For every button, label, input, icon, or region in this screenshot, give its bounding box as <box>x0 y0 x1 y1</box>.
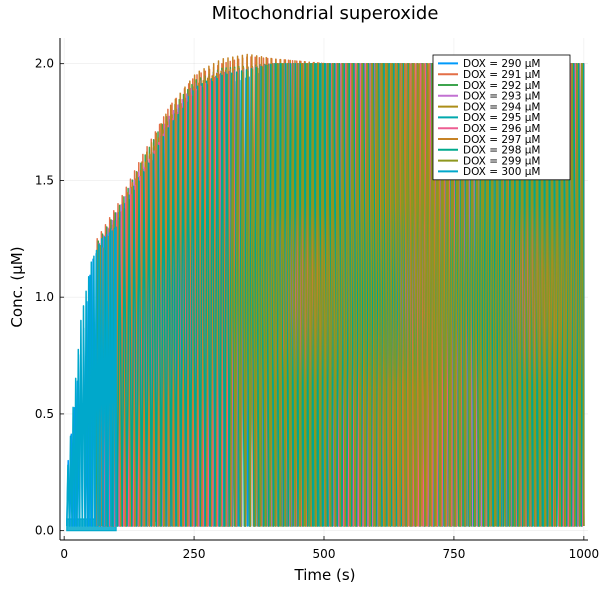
y-tick-label: 0.0 <box>35 524 54 538</box>
y-axis-label: Conc. (μM) <box>8 246 26 327</box>
axes <box>59 38 588 541</box>
series-line-10 <box>66 226 117 527</box>
x-tick-label: 250 <box>183 547 206 561</box>
legend-label: DOX = 292 μM <box>463 80 540 92</box>
legend-label: DOX = 299 μM <box>463 155 540 167</box>
x-tick-label: 1000 <box>569 547 600 561</box>
x-tick-label: 0 <box>60 547 68 561</box>
x-axis-label: Time (s) <box>294 566 356 584</box>
legend-label: DOX = 297 μM <box>463 134 540 146</box>
x-tick-label: 750 <box>442 547 465 561</box>
tick-labels: 0 250 500 750 1000 0.0 0.5 1.0 1.5 2.0 <box>35 57 599 561</box>
legend-label: DOX = 291 μM <box>463 69 540 81</box>
y-tick-label: 1.5 <box>35 173 54 187</box>
legend-label: DOX = 296 μM <box>463 123 540 135</box>
chart-title: Mitochondrial superoxide <box>212 3 439 24</box>
legend-label: DOX = 293 μM <box>463 91 540 103</box>
y-tick-label: 1.0 <box>35 290 54 304</box>
series-line-9 <box>229 62 585 527</box>
legend-label: DOX = 300 μM <box>463 166 540 178</box>
legend-label: DOX = 294 μM <box>463 101 540 113</box>
legend-label: DOX = 298 μM <box>463 145 540 157</box>
series-group <box>66 53 585 527</box>
legend-label: DOX = 295 μM <box>463 112 540 124</box>
x-tick-label: 500 <box>313 547 336 561</box>
y-tick-label: 2.0 <box>35 57 54 71</box>
legend-label: DOX = 290 μM <box>463 58 540 70</box>
y-tick-label: 0.5 <box>35 407 54 421</box>
